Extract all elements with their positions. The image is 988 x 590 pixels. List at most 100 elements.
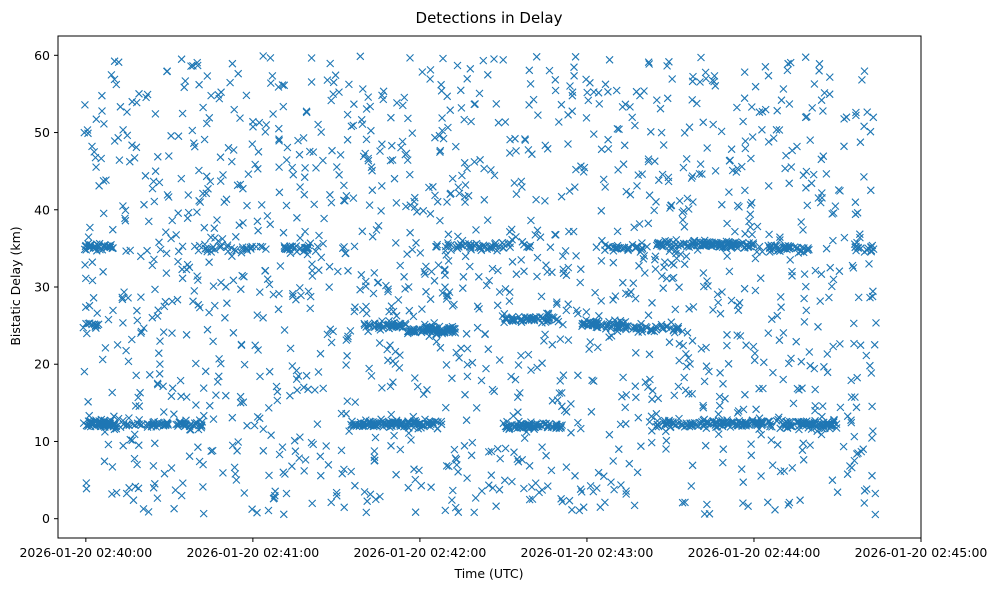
detection-marker bbox=[718, 422, 727, 431]
detection-marker bbox=[684, 354, 693, 362]
detection-marker bbox=[203, 325, 212, 334]
detection-marker bbox=[442, 361, 451, 369]
detection-marker bbox=[199, 483, 207, 491]
detection-marker bbox=[205, 113, 214, 122]
detection-marker bbox=[604, 135, 612, 144]
detection-marker bbox=[676, 250, 685, 258]
detection-marker bbox=[81, 274, 90, 283]
detection-marker bbox=[508, 477, 516, 486]
detection-marker bbox=[463, 360, 472, 369]
detection-marker bbox=[159, 328, 168, 336]
detection-marker bbox=[852, 450, 861, 458]
detection-marker bbox=[363, 497, 372, 506]
detection-marker bbox=[786, 58, 795, 67]
detection-marker bbox=[466, 64, 475, 73]
detection-marker bbox=[648, 386, 657, 395]
detection-marker bbox=[751, 254, 760, 263]
detection-marker bbox=[84, 422, 92, 431]
detection-marker bbox=[210, 224, 219, 233]
detection-marker bbox=[656, 104, 665, 113]
detection-marker bbox=[618, 278, 627, 287]
detection-marker bbox=[127, 335, 136, 344]
detection-marker bbox=[280, 242, 289, 250]
detection-marker bbox=[786, 422, 795, 431]
detection-marker bbox=[243, 421, 251, 430]
detection-marker bbox=[448, 374, 456, 383]
detection-marker bbox=[515, 389, 524, 397]
detection-marker bbox=[852, 108, 860, 117]
detection-marker bbox=[338, 469, 347, 478]
detection-marker bbox=[302, 107, 311, 116]
detection-marker bbox=[269, 290, 278, 299]
detection-marker bbox=[576, 424, 585, 433]
detection-marker bbox=[171, 486, 180, 494]
detection-marker bbox=[199, 509, 208, 518]
detection-marker bbox=[520, 484, 528, 493]
detection-marker bbox=[541, 141, 550, 150]
detection-marker bbox=[149, 483, 158, 492]
detection-marker bbox=[102, 176, 110, 184]
detection-marker bbox=[853, 373, 862, 382]
detection-marker bbox=[583, 88, 592, 97]
detection-marker bbox=[784, 421, 793, 429]
detection-marker bbox=[387, 441, 395, 450]
detection-marker bbox=[290, 436, 299, 445]
detection-marker bbox=[263, 212, 272, 220]
detection-marker bbox=[648, 298, 656, 307]
detection-marker bbox=[407, 327, 415, 335]
detection-marker bbox=[239, 219, 247, 227]
detection-marker bbox=[636, 323, 645, 332]
detection-marker bbox=[473, 302, 482, 311]
detection-marker bbox=[108, 225, 117, 234]
detection-marker bbox=[809, 170, 818, 179]
detection-marker bbox=[776, 293, 785, 301]
detection-marker bbox=[484, 345, 493, 354]
detection-marker bbox=[264, 506, 273, 515]
detection-marker bbox=[815, 59, 824, 68]
detection-marker bbox=[531, 231, 540, 239]
detection-marker bbox=[494, 266, 502, 275]
detection-marker bbox=[216, 241, 225, 250]
detection-marker bbox=[436, 148, 444, 156]
detection-marker bbox=[268, 72, 277, 80]
x-tick-label: 2026-01-20 02:44:00 bbox=[688, 545, 821, 560]
detection-marker bbox=[387, 141, 396, 150]
detection-marker bbox=[842, 113, 851, 122]
detection-marker bbox=[369, 289, 378, 298]
detection-marker bbox=[611, 245, 620, 253]
detection-marker bbox=[570, 183, 579, 191]
detection-marker bbox=[741, 144, 750, 153]
detection-marker bbox=[226, 78, 234, 87]
detection-marker bbox=[719, 379, 727, 388]
detection-marker bbox=[168, 216, 177, 225]
detection-marker bbox=[375, 339, 384, 347]
detection-marker bbox=[421, 415, 429, 424]
detection-marker bbox=[130, 154, 139, 162]
detection-marker bbox=[868, 471, 876, 480]
detection-marker bbox=[776, 247, 784, 256]
detection-marker bbox=[370, 323, 379, 332]
detection-marker bbox=[300, 173, 309, 182]
detection-marker bbox=[589, 487, 598, 496]
detection-marker bbox=[780, 467, 789, 475]
detection-marker bbox=[474, 272, 483, 281]
detection-marker bbox=[555, 389, 564, 397]
detection-marker bbox=[582, 75, 590, 84]
detection-marker bbox=[400, 93, 409, 102]
detection-marker bbox=[149, 420, 157, 429]
detection-marker bbox=[151, 285, 159, 294]
detection-marker bbox=[88, 276, 97, 285]
detection-marker bbox=[313, 420, 322, 428]
detection-marker bbox=[860, 122, 868, 131]
detection-marker bbox=[94, 241, 103, 250]
detection-marker bbox=[116, 102, 125, 111]
detection-marker bbox=[646, 325, 655, 333]
detection-marker bbox=[787, 163, 796, 171]
detection-marker bbox=[527, 483, 536, 491]
detection-marker bbox=[538, 313, 547, 322]
detection-marker bbox=[364, 93, 373, 101]
detection-marker bbox=[645, 60, 654, 68]
detection-marker bbox=[508, 257, 517, 266]
detection-marker bbox=[843, 470, 852, 479]
detection-marker bbox=[601, 183, 610, 191]
